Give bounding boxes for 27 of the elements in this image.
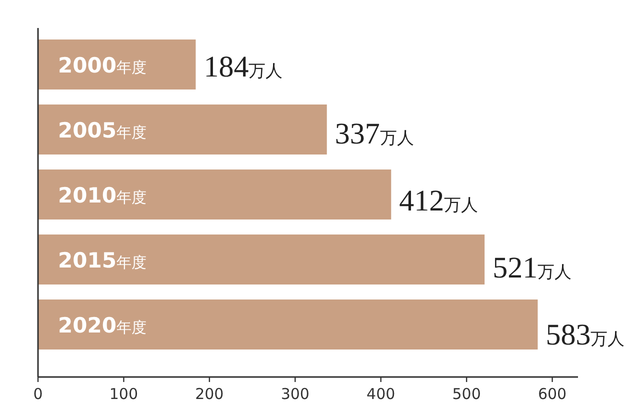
bar: 2020年度 583万人: [38, 300, 625, 352]
bar: [38, 170, 392, 220]
x-tick-label: 100: [109, 385, 138, 403]
y-tick-label: 2020年度: [58, 314, 146, 338]
x-tick-label: 0: [33, 385, 43, 403]
data-label: 337万人: [334, 118, 414, 150]
data-label: 412万人: [399, 184, 478, 218]
x-tick-label: 600: [538, 385, 567, 403]
bar: 2010年度 412万人: [38, 170, 478, 220]
y-tick-label: 2005年度: [58, 118, 146, 142]
y-tick-label: 2015年度: [58, 248, 146, 272]
bar: [38, 104, 327, 154]
bar: [38, 300, 538, 350]
x-tick-label: 200: [195, 385, 224, 403]
bar: 2015年度 521万人: [38, 234, 572, 284]
data-label: 521万人: [492, 252, 572, 284]
y-tick-label: 2000年度: [58, 54, 146, 78]
bar: [38, 40, 196, 90]
x-tick-label: 300: [280, 385, 310, 403]
bar: 2000年度 184万人: [38, 40, 283, 90]
data-label: 184万人: [204, 50, 283, 84]
bar: [38, 234, 485, 284]
bar: 2005年度 337万人: [38, 104, 414, 154]
x-tick-label: 400: [366, 385, 396, 403]
y-tick-label: 2010年度: [58, 184, 146, 208]
data-label: 583万人: [546, 318, 625, 352]
x-tick-label: 500: [452, 385, 481, 403]
